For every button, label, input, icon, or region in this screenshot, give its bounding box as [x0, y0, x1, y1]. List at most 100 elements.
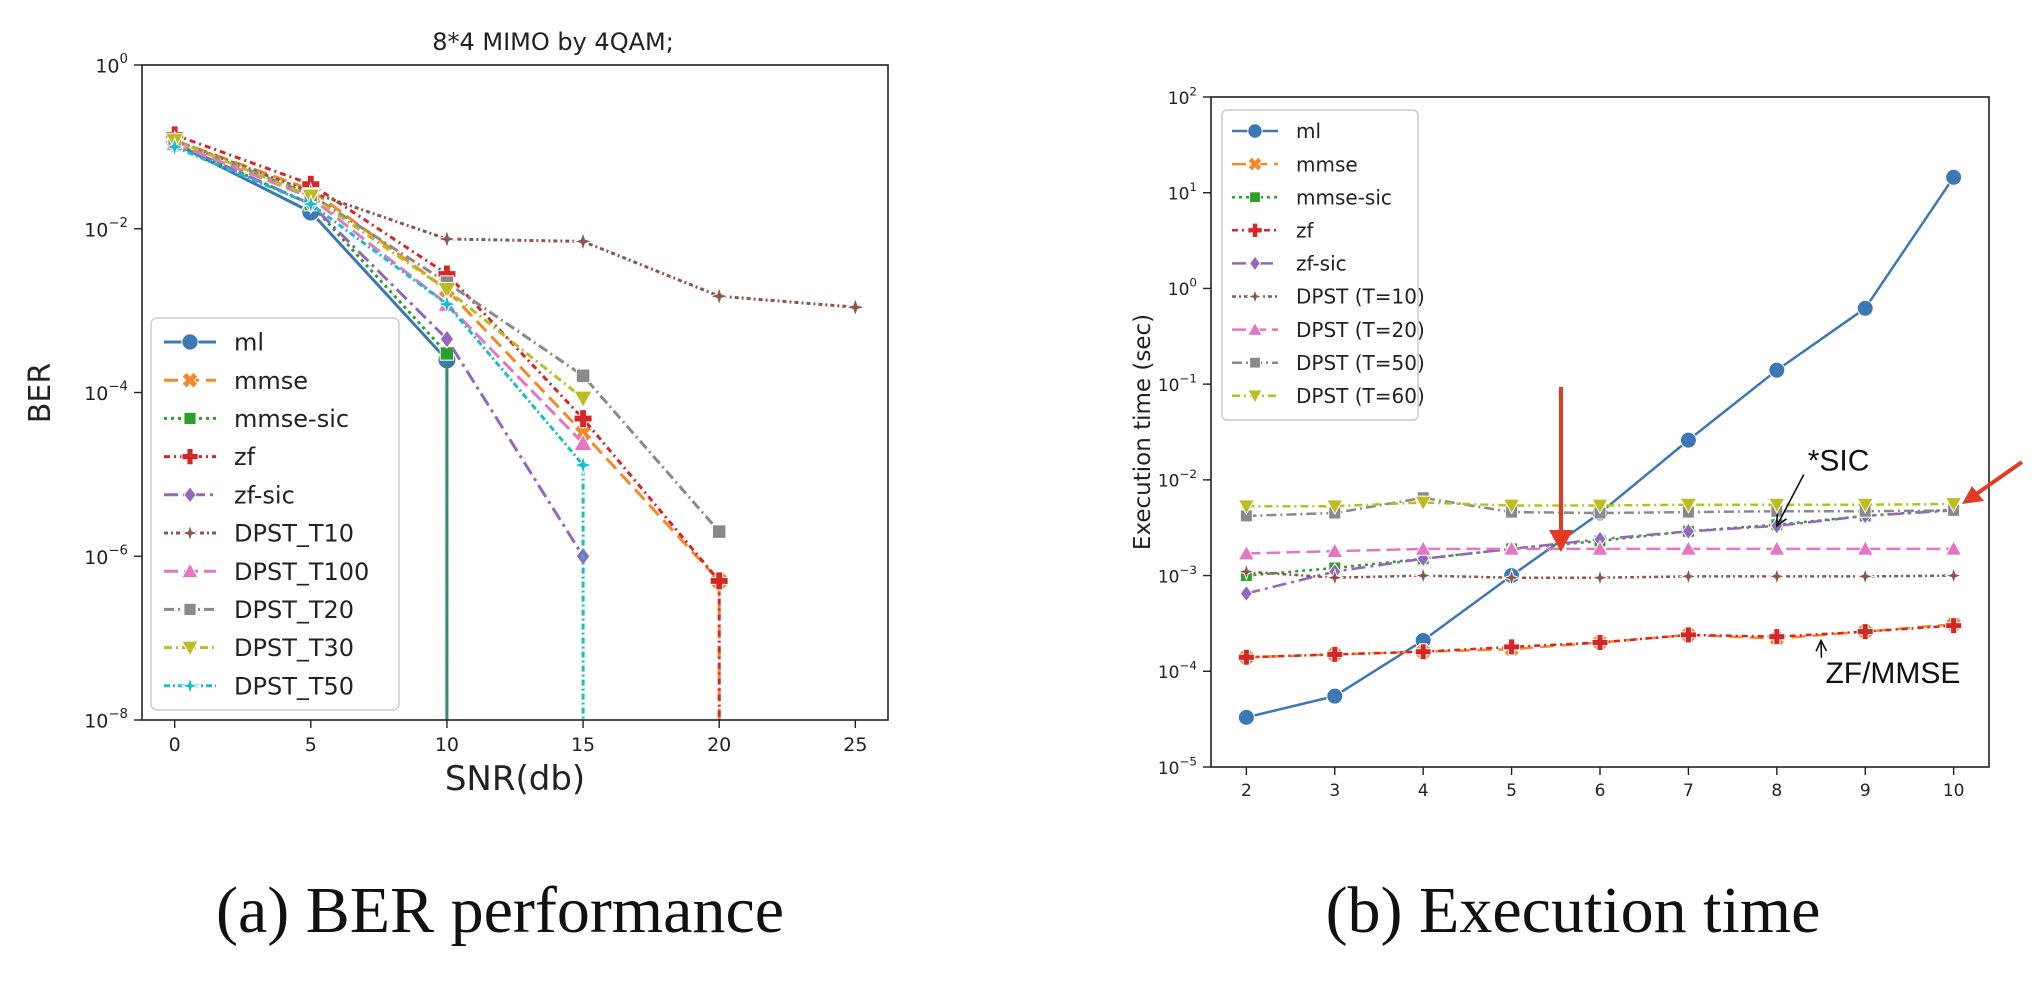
x-tick-label: 4	[1418, 781, 1429, 801]
x-tick-label: 9	[1860, 781, 1871, 801]
x-tick-label: 5	[1506, 781, 1517, 801]
legend-marker-dpst-t50	[180, 676, 200, 696]
chart-a-legend-box	[150, 317, 400, 711]
data-point-dpst-t10	[708, 285, 730, 307]
legend-marker-ml	[1247, 123, 1263, 139]
chart-b-legend-box	[1221, 109, 1419, 421]
data-point-dpst-t-10	[1767, 566, 1787, 586]
legend-label-mmse: mmse	[234, 367, 308, 395]
data-point-dpst-t30	[573, 390, 593, 409]
data-point-zf	[1326, 645, 1344, 663]
series-line-dpst-t100	[174, 142, 585, 445]
legend-marker-zf-sic	[183, 485, 197, 504]
data-point-zf	[1237, 648, 1255, 666]
series-line-ml	[174, 142, 449, 720]
annotation-arrowhead-sic	[1775, 513, 1787, 528]
x-tick-label: 8	[1771, 781, 1782, 801]
data-point-ml	[1237, 708, 1255, 726]
y-tick-label: 10−6	[84, 543, 128, 569]
legend-label-dpst-t-50: DPST (T=50)	[1296, 351, 1425, 375]
data-point-dpst-t-10	[1943, 565, 1964, 586]
legend-label-mmse-sic: mmse-sic	[234, 405, 349, 433]
chart-b-annotations: *SIC ZF/MMSE	[1549, 387, 2024, 690]
data-point-zf	[1945, 617, 1963, 635]
series-line-dpst-t30	[174, 139, 585, 400]
series-dpst-t30	[164, 132, 593, 409]
data-point-zf	[1856, 623, 1874, 641]
data-point-zf	[1591, 633, 1609, 651]
data-point-dpst-t-60	[1767, 497, 1786, 514]
legend-marker-dpst-t-20	[1246, 321, 1264, 336]
data-point-dpst-t-20	[1414, 539, 1433, 556]
legend-label-ml: ml	[1296, 119, 1321, 143]
data-point-dpst-t-20	[1325, 542, 1344, 559]
data-point-dpst-t50	[436, 293, 458, 315]
series-dpst-t-20	[1237, 539, 1963, 561]
data-point-zf	[573, 409, 593, 429]
data-point-zf	[1768, 628, 1786, 646]
x-tick-label: 3	[1329, 781, 1340, 801]
data-point-zf-sic	[439, 329, 455, 349]
data-point-dpst-t50	[572, 454, 594, 476]
x-tick-label: 6	[1595, 781, 1606, 801]
data-point-dpst-t-10	[1236, 561, 1257, 582]
data-point-zf-sic	[1681, 522, 1696, 541]
data-point-dpst-t-60	[1237, 499, 1256, 516]
legend-label-zf-sic: zf-sic	[234, 481, 295, 509]
execution-time-panel: 2 3 4 5 6 7 8 9 1010−510−410−310−210−1100101102 …	[1130, 84, 2024, 947]
legend-marker-ml	[181, 333, 199, 351]
series-dpst-t50	[164, 136, 594, 720]
series-line-dpst-t-60	[1246, 501, 1954, 508]
red-arrow-crossover-head	[1549, 530, 1573, 552]
data-point-dpst-t-10	[1502, 568, 1522, 588]
data-point-dpst-t-60	[1944, 497, 1963, 513]
data-point-dpst-t-60	[1591, 498, 1609, 515]
annotation-zf-mmse: ZF/MMSE	[1825, 657, 1960, 690]
legend-marker-dpst-t30	[181, 640, 199, 657]
legend-label-dpst-t-10: DPST (T=10)	[1296, 285, 1425, 309]
data-point-dpst-t10	[436, 228, 458, 250]
legend-label-dpst-t-60: DPST (T=60)	[1296, 384, 1425, 408]
legend-marker-dpst-t10	[180, 523, 200, 543]
annotation-arrow-sic	[1776, 474, 1805, 527]
legend-marker-dpst-t20	[183, 602, 197, 616]
chart-b-frame	[1210, 96, 1990, 768]
legend-label-zf: zf	[1296, 219, 1314, 243]
legend-label-dpst-t30: DPST_T30	[234, 634, 354, 662]
legend-label-dpst-t100: DPST_T100	[234, 558, 369, 586]
x-tick-label: 25	[843, 734, 867, 756]
data-point-dpst-t20	[575, 368, 591, 384]
legend-marker-zf	[181, 448, 199, 466]
series-line-dpst-t10	[174, 138, 856, 309]
series-dpst-t-60	[1237, 495, 1963, 516]
legend-marker-zf	[1247, 222, 1263, 238]
chart-a-ylabel: BER	[23, 363, 58, 423]
data-point-dpst-t-20	[1237, 544, 1256, 561]
chart-a-legend: ml mmse mmse-sic zf zf-sic DPST_T10 DPST_T100 D…	[150, 317, 400, 711]
x-tick-label: 10	[1943, 781, 1965, 801]
y-tick-label: 101	[1168, 180, 1197, 205]
data-point-dpst-t-20	[1856, 539, 1875, 556]
y-tick-label: 10−2	[1158, 467, 1197, 492]
data-point-dpst-t-20	[1944, 539, 1963, 556]
series-dpst-t-10	[1236, 561, 1964, 588]
data-point-dpst-t-60	[1502, 498, 1521, 515]
y-tick-label: 100	[95, 52, 128, 78]
data-point-zf	[1414, 643, 1432, 661]
chart-b-legend: ml mmse mmse-sic zf zf-sic DPST (T=10) DPST (T…	[1221, 109, 1425, 421]
y-tick-label: 10−3	[1158, 563, 1197, 588]
legend-marker-mmse	[181, 371, 199, 389]
data-point-ml	[1945, 168, 1963, 186]
chart-a-series	[164, 125, 866, 720]
series-line-zf-sic	[174, 142, 585, 558]
data-point-dpst-t-10	[1325, 568, 1345, 588]
series-line-dpst-t50	[174, 145, 585, 720]
chart-a-title: 8*4 MIMO by 4QAM;	[432, 28, 674, 56]
legend-marker-mmse	[1247, 156, 1263, 172]
data-point-dpst-t-60	[1856, 497, 1875, 514]
chart-a-frame	[141, 64, 889, 721]
data-point-dpst-t-20	[1502, 539, 1521, 556]
red-arrow-dpst-head	[1962, 486, 1984, 504]
data-point-dpst-t100	[573, 433, 593, 451]
